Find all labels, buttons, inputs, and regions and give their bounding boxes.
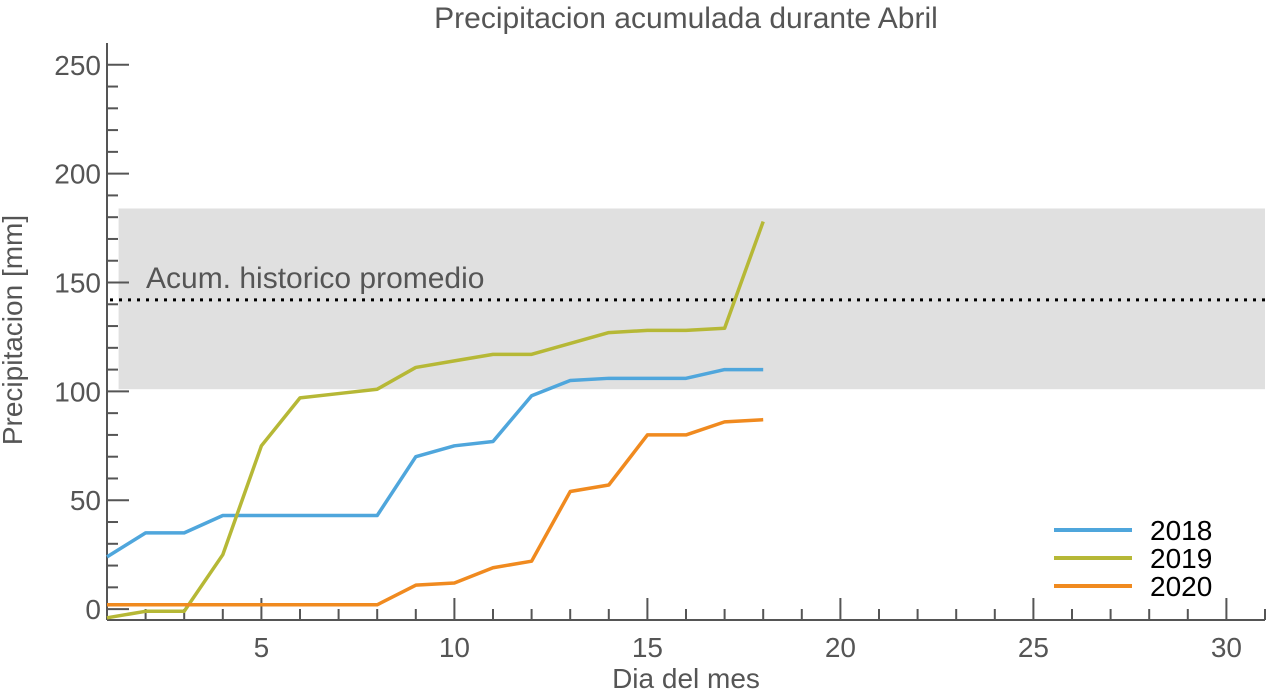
- y-tick-label: 200: [54, 159, 101, 190]
- x-tick-label: 5: [254, 632, 270, 663]
- x-tick-label: 15: [632, 632, 663, 663]
- y-tick-label: 150: [54, 268, 101, 299]
- legend-label-2019: 2019: [1150, 543, 1212, 574]
- series-line-2018: [106, 367, 764, 559]
- historic-band-label: Acum. historico promedio: [146, 262, 484, 295]
- y-axis-label: Precipitacion [mm]: [0, 215, 28, 445]
- tick-labels: 0 50 100 150 200 250 5 10 15 20 25 30: [54, 50, 1242, 663]
- y-tick-label: 100: [54, 376, 101, 407]
- legend-label-2020: 2020: [1150, 571, 1212, 602]
- legend-label-2018: 2018: [1150, 515, 1212, 546]
- x-axis-label: Dia del mes: [612, 663, 760, 691]
- x-tick-label: 30: [1211, 632, 1242, 663]
- y-tick-label: 0: [85, 594, 101, 625]
- series-lines: [106, 220, 765, 620]
- x-tick-label: 10: [439, 632, 470, 663]
- series-line-2020: [107, 417, 764, 607]
- axes: [106, 43, 1266, 621]
- y-tick-label: 250: [54, 50, 101, 81]
- chart-title: Precipitacion acumulada durante Abril: [434, 2, 938, 35]
- x-tick-label: 25: [1018, 632, 1049, 663]
- series-line-2019: [106, 220, 765, 620]
- x-tick-label: 20: [825, 632, 856, 663]
- y-tick-label: 50: [70, 485, 101, 516]
